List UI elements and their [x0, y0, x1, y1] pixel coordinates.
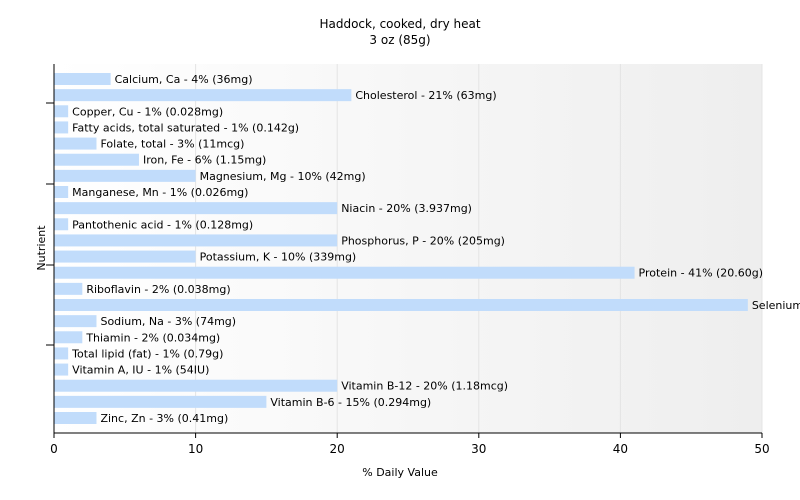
- bar: [54, 315, 97, 328]
- bar: [54, 395, 267, 408]
- bar: [54, 169, 196, 182]
- x-tick-label: 40: [613, 442, 628, 456]
- bar: [54, 73, 111, 85]
- bar-label: Manganese, Mn - 1% (0.026mg): [72, 186, 248, 199]
- bar-label: Phosphorus, P - 20% (205mg): [341, 234, 505, 247]
- plot-area: [54, 64, 762, 433]
- bar-label: Potassium, K - 10% (339mg): [200, 251, 357, 264]
- bar-label: Total lipid (fat) - 1% (0.79g): [71, 347, 223, 360]
- chart-subtitle: 3 oz (85g): [369, 33, 431, 47]
- bar-label: Riboflavin - 2% (0.038mg): [86, 283, 230, 296]
- x-axis-label: % Daily Value: [362, 466, 438, 479]
- bar-label: Vitamin B-6 - 15% (0.294mg): [270, 396, 431, 409]
- bar: [54, 363, 69, 376]
- bar: [54, 105, 69, 118]
- bar: [54, 379, 338, 392]
- bar-label: Vitamin B-12 - 20% (1.18mcg): [341, 380, 508, 393]
- chart-title: Haddock, cooked, dry heat: [319, 17, 481, 31]
- bar-label: Magnesium, Mg - 10% (42mg): [200, 170, 366, 183]
- bar: [54, 202, 338, 215]
- bar-label: Folate, total - 3% (11mcg): [100, 138, 244, 151]
- bar: [54, 218, 69, 231]
- x-tick-label: 50: [754, 442, 769, 456]
- bar-label: Protein - 41% (20.60g): [639, 267, 764, 280]
- bar: [54, 121, 69, 134]
- y-axis-label: Nutrient: [35, 225, 48, 271]
- bar: [54, 331, 83, 344]
- bar-label: Niacin - 20% (3.937mg): [341, 202, 472, 215]
- bar-label: Sodium, Na - 3% (74mg): [100, 315, 236, 328]
- bar-label: Copper, Cu - 1% (0.028mg): [72, 105, 223, 118]
- bar-label: Calcium, Ca - 4% (36mg): [115, 73, 253, 86]
- bar: [54, 266, 635, 279]
- x-tick-label: 10: [188, 442, 203, 456]
- bar-label: Iron, Fe - 6% (1.15mg): [143, 154, 266, 167]
- bar: [54, 234, 338, 247]
- bar: [54, 250, 196, 263]
- bar: [54, 347, 69, 360]
- bar-label: Selenium, Se - 49% (34.4mcg): [752, 299, 800, 312]
- bar: [54, 282, 83, 295]
- bar-label: Fatty acids, total saturated - 1% (0.142…: [72, 121, 299, 134]
- bar-label: Pantothenic acid - 1% (0.128mg): [72, 218, 253, 231]
- bar: [54, 299, 748, 311]
- bar: [54, 89, 352, 102]
- bar: [54, 186, 69, 198]
- bar-label: Vitamin A, IU - 1% (54IU): [72, 364, 209, 377]
- bar: [54, 412, 97, 424]
- bar: [54, 137, 97, 150]
- x-tick-label: 30: [471, 442, 486, 456]
- x-tick-label: 0: [50, 442, 58, 456]
- bar: [54, 153, 139, 166]
- x-tick-label: 20: [330, 442, 345, 456]
- chart-title-block: Haddock, cooked, dry heat 3 oz (85g): [0, 16, 800, 48]
- bar-label: Thiamin - 2% (0.034mg): [85, 331, 220, 344]
- bar-label: Cholesterol - 21% (63mg): [355, 89, 496, 102]
- bar-label: Zinc, Zn - 3% (0.41mg): [100, 412, 228, 425]
